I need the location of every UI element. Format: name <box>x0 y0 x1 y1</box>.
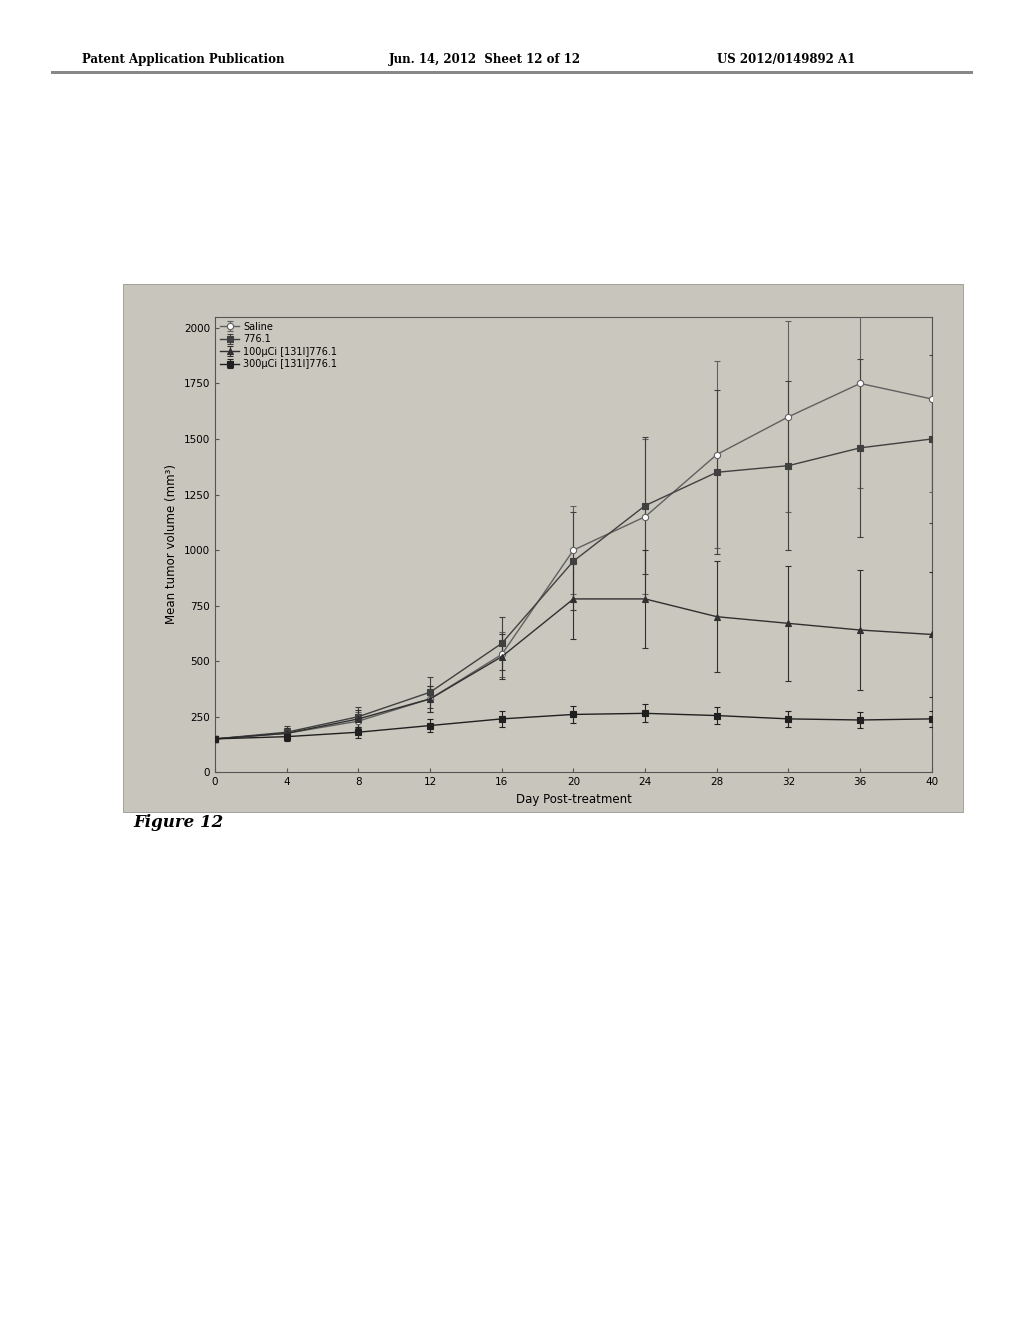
Y-axis label: Mean tumor volume (mm³): Mean tumor volume (mm³) <box>165 465 178 624</box>
Legend: Saline, 776.1, 100µCi [131I]776.1, 300µCi [131I]776.1: Saline, 776.1, 100µCi [131I]776.1, 300µC… <box>218 319 339 371</box>
X-axis label: Day Post-treatment: Day Post-treatment <box>515 792 632 805</box>
Text: US 2012/0149892 A1: US 2012/0149892 A1 <box>717 53 855 66</box>
Text: Figure 12: Figure 12 <box>133 814 223 832</box>
Text: Jun. 14, 2012  Sheet 12 of 12: Jun. 14, 2012 Sheet 12 of 12 <box>389 53 582 66</box>
Text: Patent Application Publication: Patent Application Publication <box>82 53 285 66</box>
